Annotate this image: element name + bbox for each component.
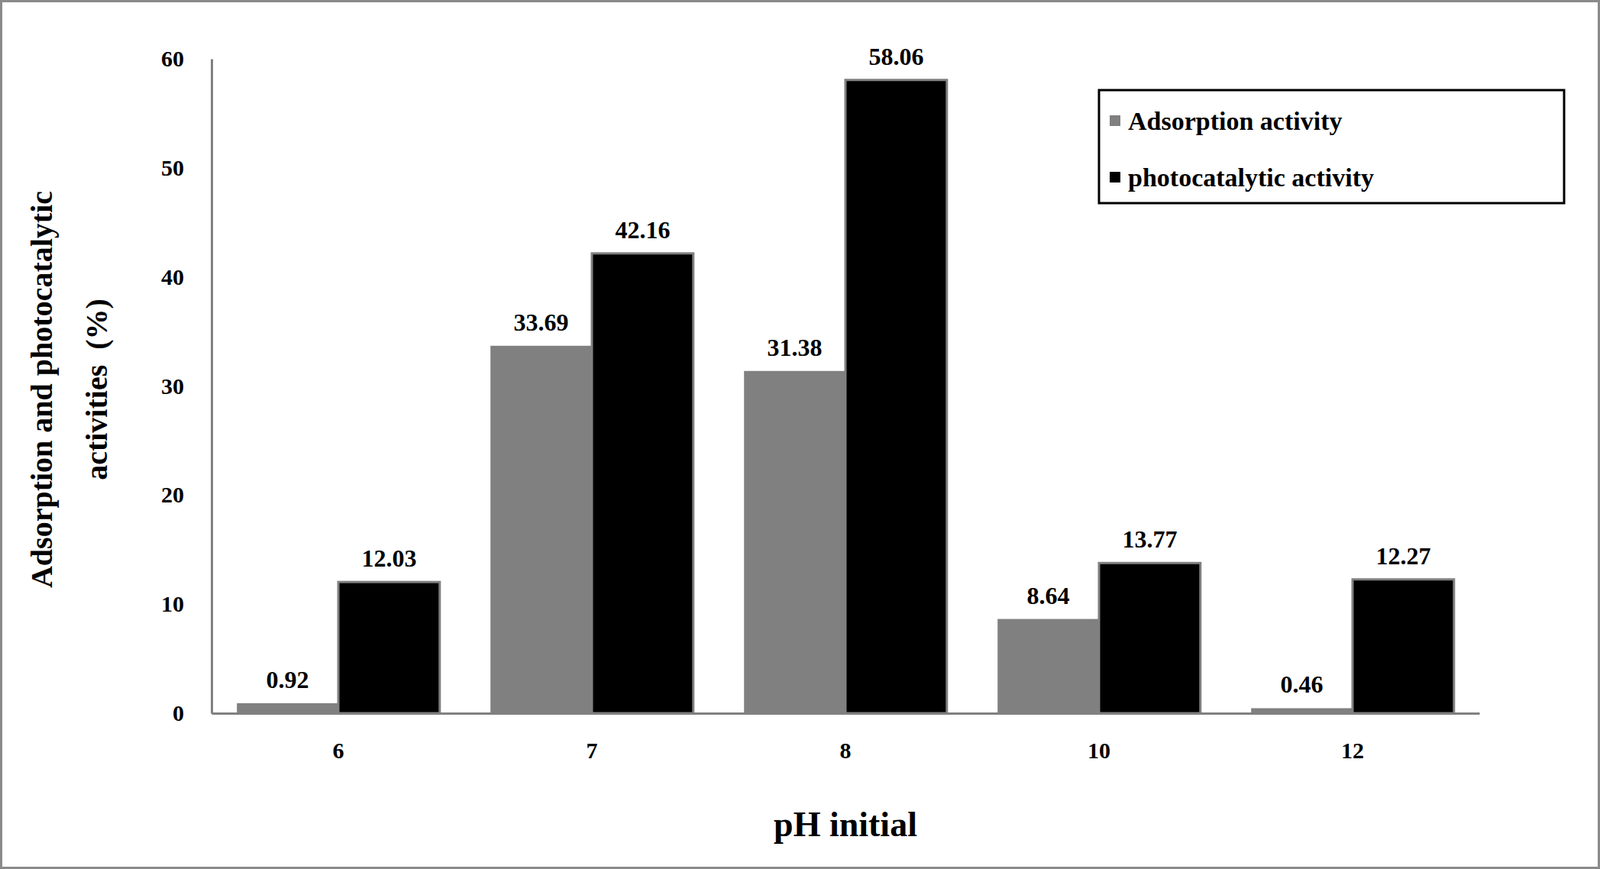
bar [236, 703, 339, 714]
x-axis: 6 7 8 10 12 [212, 713, 1481, 763]
data-labels: 0.92 33.69 31.38 8.64 0.46 [266, 308, 1324, 699]
bar [338, 581, 440, 714]
data-label: 8.64 [1027, 581, 1070, 610]
data-labels: 12.03 42.16 58.06 13.77 12.27 [361, 42, 1431, 573]
tick-label: 20 [161, 481, 185, 508]
tick-label: 6 [332, 737, 345, 763]
bar [1352, 579, 1455, 714]
tick: 40 [161, 264, 212, 290]
tick-label: 60 [161, 45, 185, 72]
tick: 10 [1087, 713, 1111, 763]
tick-label: 8 [840, 737, 852, 763]
legend-box [1098, 90, 1565, 204]
tick: 10 [161, 591, 212, 617]
tick-label: 0 [172, 700, 185, 726]
tick: 6 [332, 713, 345, 763]
data-label: 0.92 [266, 665, 310, 694]
axis-line [210, 59, 214, 715]
legend: Adsorption activity photocatalytic activi… [1098, 90, 1565, 204]
tick: 7 [586, 713, 598, 763]
y-axis: 0 10 20 30 40 50 60 [161, 45, 213, 726]
series [338, 80, 1455, 714]
bar [591, 253, 694, 714]
tick-label: 10 [161, 591, 185, 617]
bar [1098, 562, 1201, 714]
tick-label: 40 [161, 264, 185, 290]
data-label: 13.77 [1121, 525, 1177, 553]
y-axis-title: Adsorption and photocatalytic activities … [24, 190, 114, 589]
legend-label: photocatalytic activity [1128, 163, 1374, 192]
axis-line [212, 712, 1481, 715]
data-label: 33.69 [513, 308, 569, 337]
tick-label: 7 [586, 737, 598, 763]
y-axis-title-line: activities (%) [79, 298, 114, 481]
legend-swatch [1109, 171, 1121, 183]
tick: 50 [161, 155, 212, 181]
tick: 60 [161, 45, 212, 72]
bar [490, 345, 592, 714]
tick-label: 12 [1341, 737, 1365, 763]
tick: 30 [161, 373, 212, 399]
data-label: 58.06 [868, 42, 924, 71]
bar [845, 80, 948, 714]
data-label: 31.38 [767, 333, 823, 362]
legend-label: Adsorption activity [1128, 106, 1343, 136]
data-label: 42.16 [614, 216, 670, 244]
tick: 20 [161, 481, 212, 508]
bars [236, 80, 1455, 714]
data-label: 0.46 [1280, 670, 1324, 699]
y-axis-title-line: Adsorption and photocatalytic [24, 190, 59, 589]
data-label: 12.03 [361, 544, 417, 573]
frame [1, 1, 1600, 869]
bar [997, 619, 1099, 714]
bar [743, 371, 846, 714]
tick: 12 [1341, 713, 1365, 763]
tick: 8 [840, 713, 852, 763]
series [236, 345, 1353, 714]
x-axis-title: pH initial [773, 804, 918, 844]
tick: 0 [172, 700, 212, 726]
tick-label: 50 [161, 155, 185, 181]
legend-swatch [1109, 115, 1121, 127]
data-label: 12.27 [1375, 542, 1431, 570]
chart: 0.92 33.69 31.38 8.64 0.46 12.03 42.16 58.06 13.… [0, 0, 1600, 869]
tick-label: 30 [161, 373, 185, 399]
tick-label: 10 [1087, 737, 1111, 763]
